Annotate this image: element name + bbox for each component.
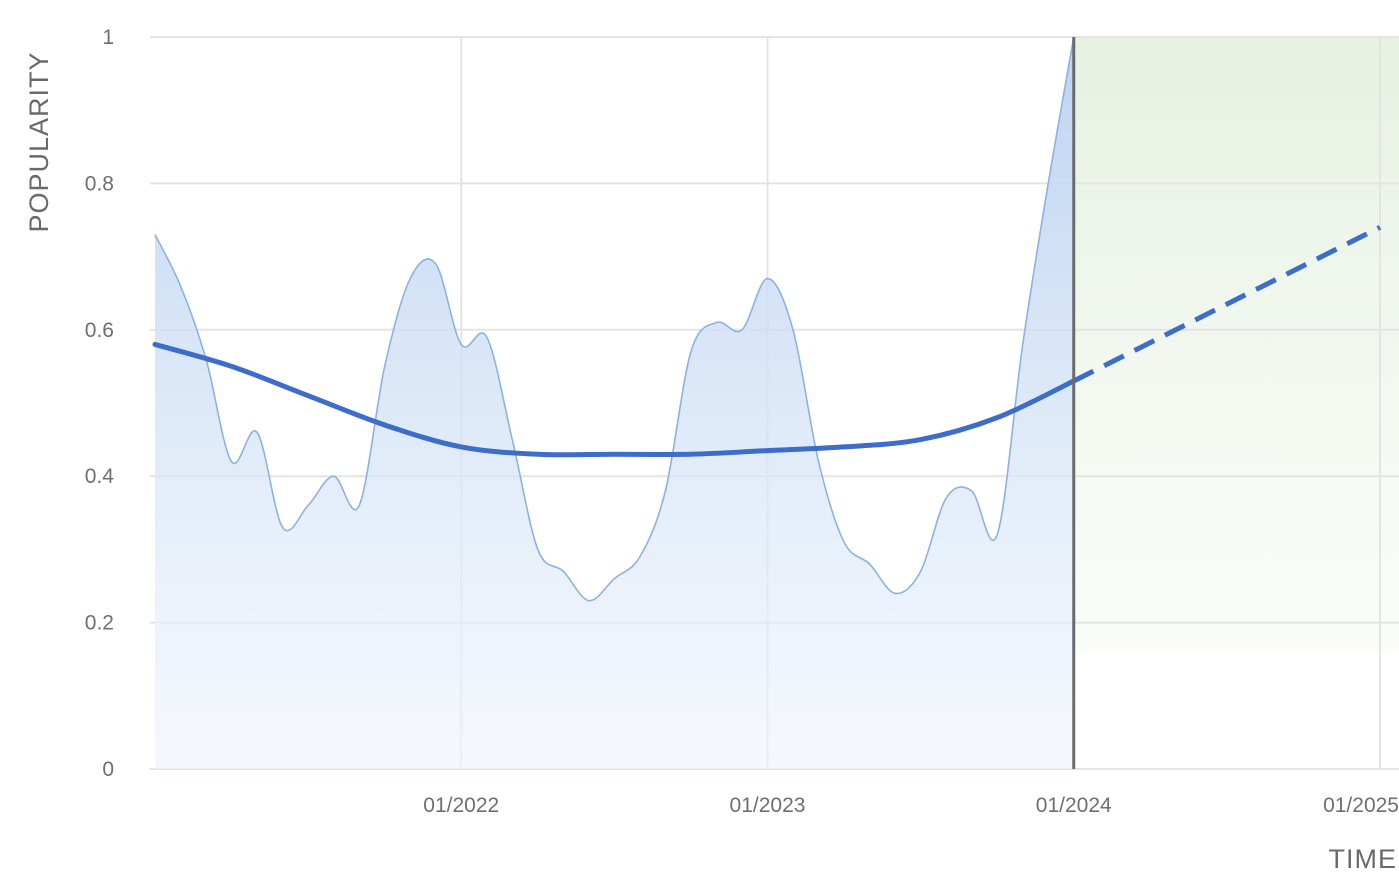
x-axis-ticks: 01/2022 01/2023 01/2024 01/2025: [423, 794, 1399, 817]
y-tick-label: 1: [102, 26, 114, 49]
y-tick-label: 0.8: [85, 172, 114, 195]
popularity-area: [155, 37, 1074, 769]
x-tick-label: 01/2024: [1036, 794, 1112, 817]
y-axis-ticks: 0 0.2 0.4 0.6 0.8 1: [85, 26, 115, 781]
x-tick-label: 01/2023: [730, 794, 806, 817]
x-tick-label: 01/2022: [423, 794, 499, 817]
x-axis-title: TIME: [1329, 844, 1398, 874]
y-tick-label: 0.2: [85, 612, 114, 635]
trend-line: [152, 341, 1077, 458]
y-axis-title: POPULARITY: [24, 51, 54, 232]
forecast-line: [1072, 225, 1382, 384]
forecast-region: [1073, 37, 1399, 652]
y-tick-label: 0.4: [85, 465, 115, 488]
y-tick-label: 0: [102, 758, 114, 781]
popularity-line: [154, 36, 1075, 602]
y-tick-label: 0.6: [85, 319, 114, 342]
x-tick-label: 01/2025: [1323, 794, 1399, 817]
